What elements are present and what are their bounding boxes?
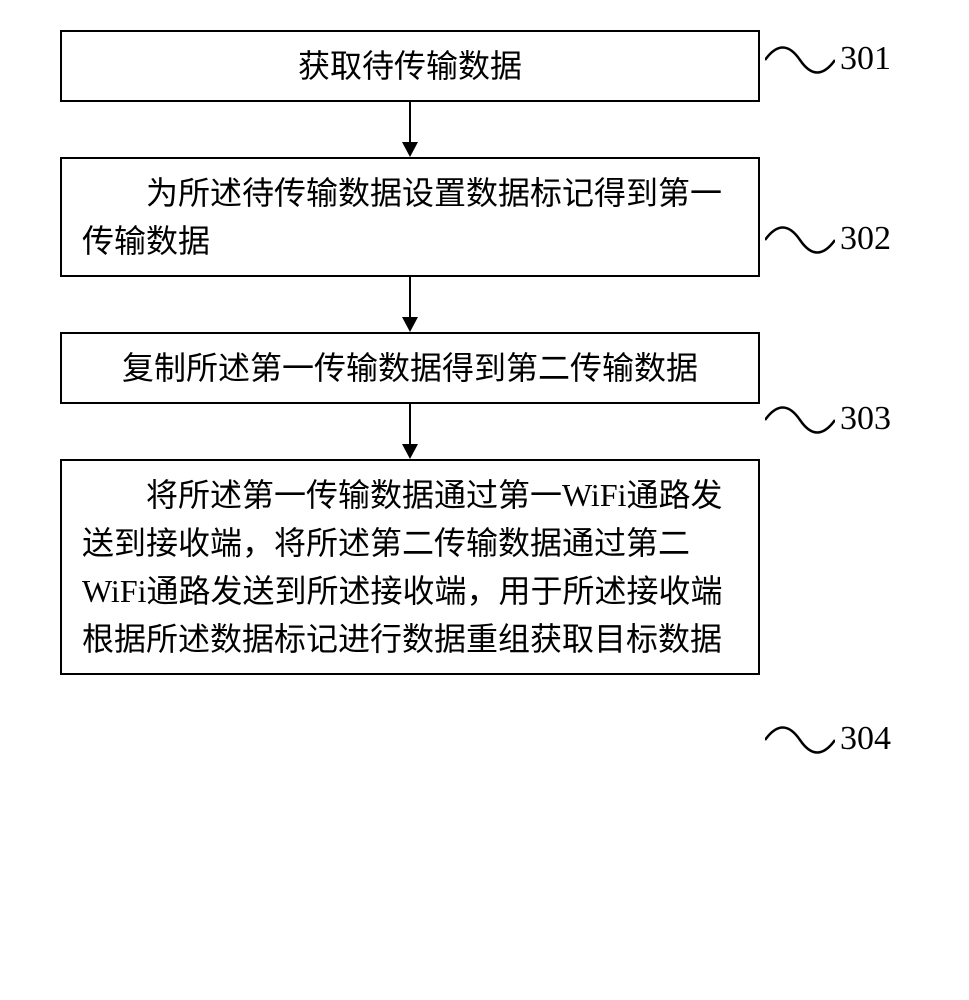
node-text: 为所述待传输数据设置数据标记得到第一传输数据 (82, 175, 722, 259)
flow-arrow (60, 404, 760, 459)
node-text: 复制所述第一传输数据得到第二传输数据 (122, 350, 698, 386)
flow-arrow (60, 102, 760, 157)
step-label-304: 304 (840, 720, 891, 758)
node-text: 将所述第一传输数据通过第一WiFi通路发送到接收端，将所述第二传输数据通过第二W… (82, 477, 723, 657)
step-label-301: 301 (840, 40, 891, 78)
flow-node-303: 复制所述第一传输数据得到第二传输数据 (60, 332, 760, 404)
squiggle-icon (765, 215, 835, 265)
step-label-302: 302 (840, 220, 891, 258)
arrow-icon (60, 277, 760, 332)
flow-node-302: 为所述待传输数据设置数据标记得到第一传输数据 (60, 157, 760, 277)
flow-node-301: 获取待传输数据 (60, 30, 760, 102)
squiggle-icon (765, 395, 835, 445)
step-label-303: 303 (840, 400, 891, 438)
squiggle-icon (765, 715, 835, 765)
flow-arrow (60, 277, 760, 332)
squiggle-icon (765, 35, 835, 85)
flowchart-container: 获取待传输数据 为所述待传输数据设置数据标记得到第一传输数据 复制所述第一传输数… (60, 30, 910, 675)
arrow-icon (60, 102, 760, 157)
flow-node-304: 将所述第一传输数据通过第一WiFi通路发送到接收端，将所述第二传输数据通过第二W… (60, 459, 760, 675)
arrow-icon (60, 404, 760, 459)
node-text: 获取待传输数据 (298, 48, 522, 84)
